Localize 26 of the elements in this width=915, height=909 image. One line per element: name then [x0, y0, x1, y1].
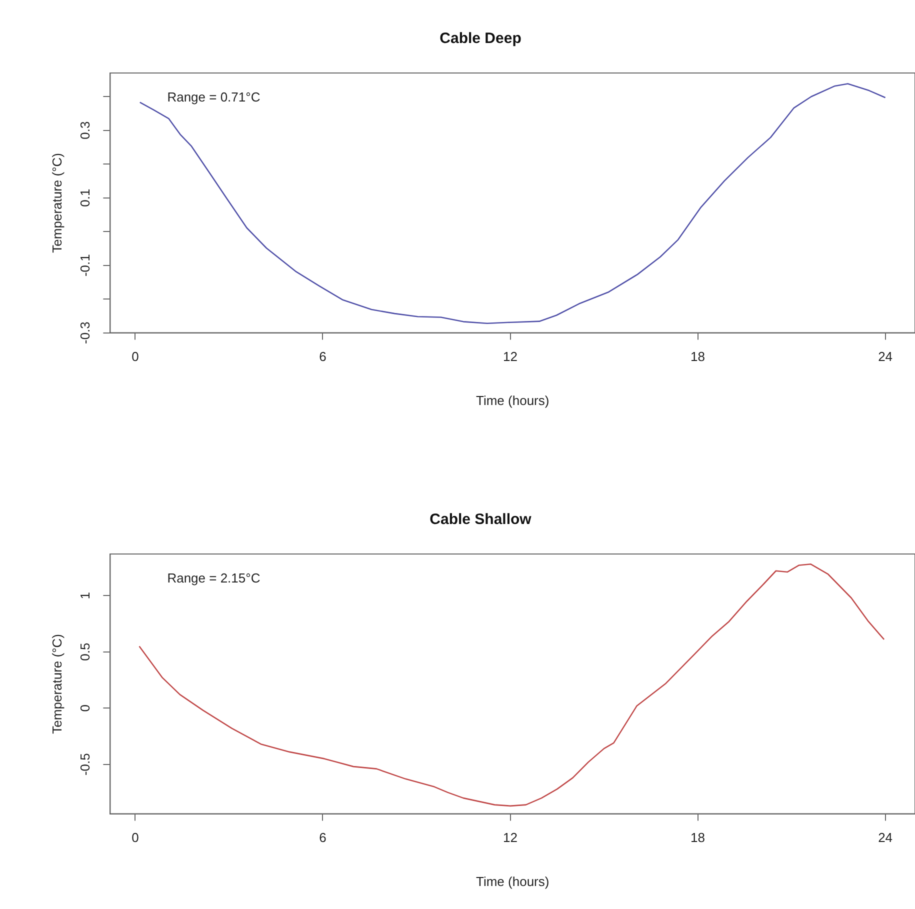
- x-tick-label: 6: [319, 349, 326, 364]
- y-tick-label: 0: [78, 704, 93, 712]
- chart-title: Cable Deep: [440, 30, 522, 48]
- y-tick-label: 1: [78, 592, 93, 600]
- y-axis-title: Temperature (°C): [49, 634, 64, 734]
- x-tick-label: 12: [503, 830, 518, 846]
- annotation: Range = 2.15°C: [167, 570, 260, 586]
- x-tick-label: 0: [132, 349, 139, 364]
- y-tick-label: 0.5: [78, 642, 93, 661]
- y-axis-title: Temperature (°C): [49, 152, 64, 253]
- annotation: Range = 0.71°C: [167, 90, 260, 105]
- x-tick-label: 18: [690, 830, 706, 846]
- x-axis-title: Time (hours): [476, 392, 550, 408]
- x-tick-label: 24: [878, 349, 893, 364]
- x-tick-label: 6: [319, 830, 326, 846]
- x-tick-label: 24: [878, 830, 893, 846]
- y-tick-label: -0.5: [78, 753, 93, 776]
- y-tick-label: 0.3: [78, 121, 93, 140]
- y-tick-label: 0.1: [78, 188, 93, 207]
- chart-title: Cable Shallow: [430, 511, 532, 528]
- x-tick-label: 12: [503, 349, 518, 364]
- x-tick-label: 18: [690, 349, 706, 364]
- x-tick-label: 0: [132, 830, 139, 846]
- x-axis-title: Time (hours): [476, 874, 550, 889]
- y-tick-label: -0.1: [78, 254, 93, 277]
- y-tick-label: -0.3: [78, 322, 93, 344]
